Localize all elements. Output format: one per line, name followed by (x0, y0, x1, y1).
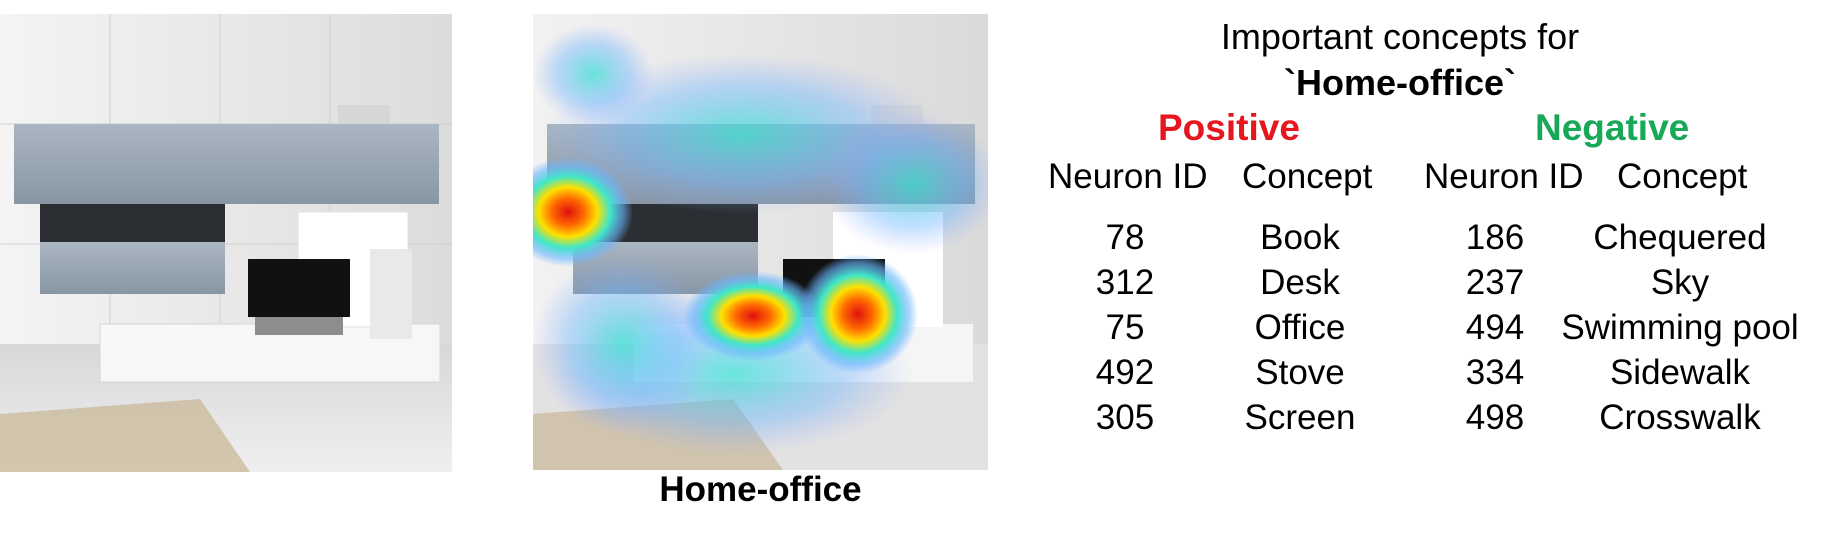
concept: Book (1260, 217, 1340, 257)
neuron-id: 498 (1465, 397, 1525, 437)
heading-line-1: Important concepts for (1220, 16, 1580, 57)
table-row: 75 Office (1080, 305, 1430, 350)
room-photo (0, 14, 452, 472)
table-row: 498 Crosswalk (1440, 395, 1810, 440)
table-row: 237 Sky (1440, 260, 1810, 305)
table-row: 494 Swimming pool (1440, 305, 1810, 350)
table-row: 186 Chequered (1440, 215, 1810, 260)
positive-title: Positive (1158, 107, 1300, 148)
negative-concepts-table: 186 Chequered 237 Sky 494 Swimming pool 334… (1440, 215, 1810, 440)
negative-concept-header: Concept (1617, 157, 1748, 196)
concept: Swimming pool (1561, 307, 1799, 347)
concept: Crosswalk (1599, 397, 1761, 437)
table-row: 334 Sidewalk (1440, 350, 1810, 395)
table-row: 312 Desk (1080, 260, 1430, 305)
concept: Screen (1244, 397, 1356, 437)
concept: Sky (1650, 262, 1710, 302)
neuron-id: 492 (1095, 352, 1155, 392)
concept: Stove (1255, 352, 1345, 392)
positive-concept-header: Concept (1242, 157, 1373, 196)
table-row: 305 Screen (1080, 395, 1430, 440)
neuron-id: 305 (1095, 397, 1155, 437)
heatmap-image (533, 14, 988, 470)
neuron-id: 186 (1465, 217, 1525, 257)
figure-heading: Important concepts for `Home-office` (1040, 14, 1760, 106)
negative-neuron-id-header: Neuron ID (1424, 157, 1584, 196)
concept: Chequered (1593, 217, 1767, 257)
concept: Desk (1260, 262, 1340, 302)
neuron-id: 334 (1465, 352, 1525, 392)
positive-neuron-id-header: Neuron ID (1048, 157, 1208, 196)
table-row: 492 Stove (1080, 350, 1430, 395)
neuron-id: 312 (1095, 262, 1155, 302)
concept: Sidewalk (1609, 352, 1751, 392)
neuron-id: 494 (1465, 307, 1525, 347)
table-row: 78 Book (1080, 215, 1430, 260)
neuron-id: 78 (1105, 217, 1145, 257)
heading-class-name: `Home-office` (1284, 62, 1516, 103)
negative-title: Negative (1535, 107, 1690, 148)
neuron-id: 237 (1465, 262, 1525, 302)
positive-concepts-table: 78 Book 312 Desk 75 Office 492 Stove 305 Scre… (1080, 215, 1430, 440)
image-caption: Home-office (659, 470, 862, 509)
neuron-id: 75 (1105, 307, 1145, 347)
concept: Office (1254, 307, 1346, 347)
